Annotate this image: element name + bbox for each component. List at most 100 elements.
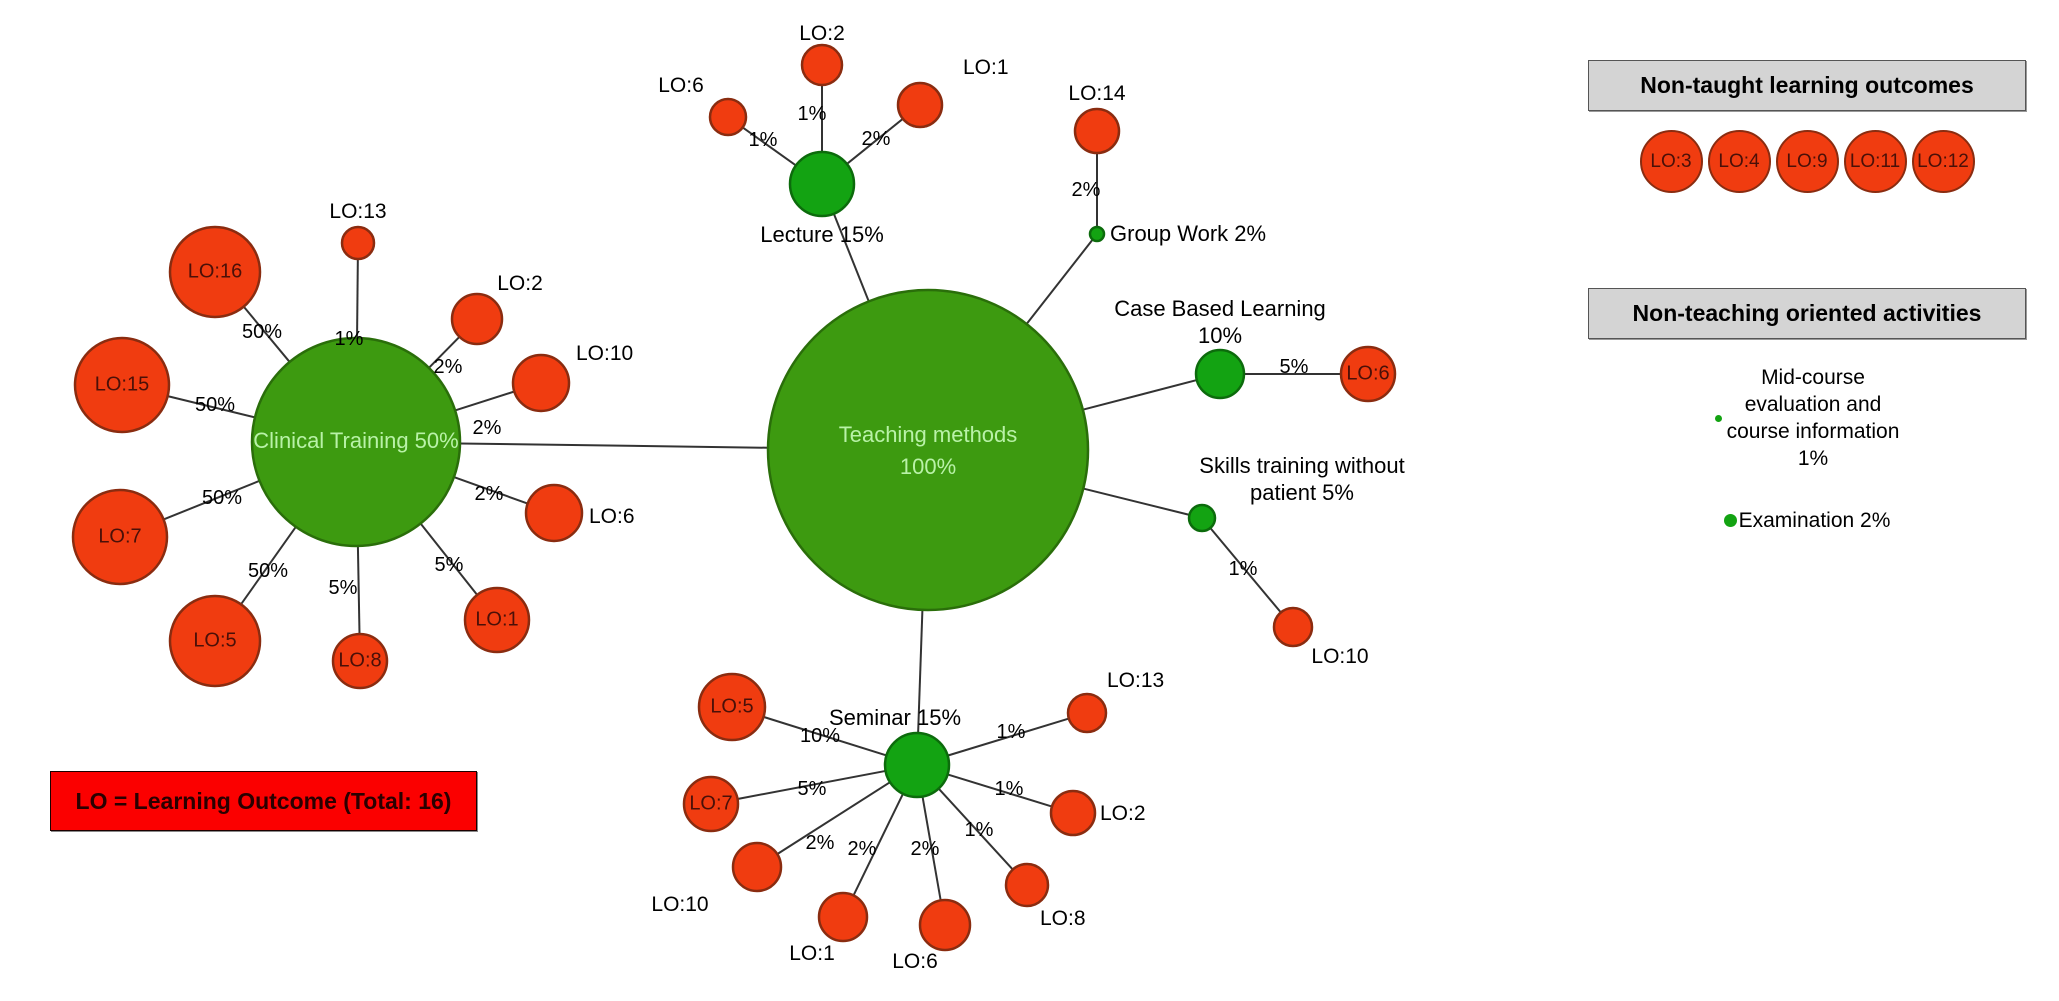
outcome-node-lo-16[interactable] <box>168 225 262 319</box>
root-node-label: Teaching methods <box>839 422 1018 447</box>
outcome-label: LO:13 <box>1107 669 1164 692</box>
non-taught-panel-header: Non-taught learning outcomes <box>1588 60 2026 111</box>
outcome-label: LO:5 <box>710 695 753 717</box>
edge-seminar-to-outcome-20 <box>776 781 891 855</box>
edge-clinical-to-outcome-0 <box>242 305 291 363</box>
outcome-node-lo-7[interactable] <box>682 775 740 833</box>
edge-weight-label: 1% <box>749 129 778 151</box>
outcome-node-lo-15[interactable] <box>73 336 171 434</box>
edge-weight-label: 50% <box>248 560 288 582</box>
edge-root-to-skills <box>1083 487 1190 516</box>
edge-seminar-to-outcome-22 <box>852 793 904 896</box>
activity-mid-course-label: Mid-course evaluation and course informa… <box>1727 365 1900 473</box>
outcome-node-lo-1[interactable] <box>463 586 531 654</box>
method-label2-skills: patient 5% <box>1250 480 1354 505</box>
outcome-label: LO:14 <box>1068 82 1126 105</box>
edge-weight-label: 2% <box>475 483 504 505</box>
edge-seminar-to-outcome-18 <box>737 769 886 800</box>
edge-weight-label: 2% <box>848 838 877 860</box>
outcome-label: LO:2 <box>799 22 845 45</box>
edge-seminar-to-outcome-17 <box>947 717 1070 757</box>
edge-weight-label: 50% <box>195 394 235 416</box>
method-node-casebased[interactable] <box>1194 348 1246 400</box>
method-node-groupwork[interactable] <box>1088 225 1106 243</box>
legend-lo-circle: LO:9 <box>1775 130 1839 193</box>
non-taught-lo-row: LO:3 LO:4 LO:9 LO:11 LO:12 <box>1588 130 2026 193</box>
edge-seminar-to-outcome-19 <box>947 773 1053 808</box>
outcome-label: LO:8 <box>1040 907 1086 930</box>
method-node-seminar[interactable] <box>883 731 951 799</box>
outcome-label: LO:2 <box>497 272 543 295</box>
outcome-node-lo-13[interactable] <box>340 225 376 261</box>
outcome-label: LO:6 <box>658 74 704 97</box>
edge-root-to-casebased <box>1082 379 1198 411</box>
outcome-node-lo-1[interactable] <box>896 81 944 129</box>
outcome-label: LO:6 <box>589 505 635 528</box>
green-dot-icon <box>1723 514 1737 527</box>
edge-weight-label: 5% <box>1280 356 1309 378</box>
edge-weight-label: 2% <box>806 832 835 854</box>
outcome-node-lo-10[interactable] <box>511 353 571 413</box>
outcome-node-lo-5[interactable] <box>697 672 767 742</box>
method-label2-casebased: 10% <box>1198 323 1242 348</box>
method-label-lecture: Lecture 15% <box>760 222 884 247</box>
edge-weight-label: 2% <box>911 838 940 860</box>
edge-weight-label: 1% <box>995 778 1024 800</box>
edge-seminar-to-outcome-23 <box>921 796 942 901</box>
activity-examination: Examination 2% <box>1588 509 2026 533</box>
edge-weight-label: 2% <box>862 128 891 150</box>
edge-clinical-to-outcome-2 <box>428 336 461 369</box>
edge-weight-label: 10% <box>800 725 840 747</box>
edge-clinical-to-outcome-6 <box>163 479 260 521</box>
outcome-node-lo-7[interactable] <box>71 488 169 586</box>
method-node-lecture[interactable] <box>788 150 856 218</box>
outcome-label: LO:5 <box>193 629 236 651</box>
outcome-label: LO:1 <box>475 608 518 630</box>
edge-lecture-to-outcome-10 <box>742 126 797 167</box>
outcome-label: LO:7 <box>689 792 732 814</box>
edge-weight-label: 1% <box>997 721 1026 743</box>
outcome-node-lo-6[interactable] <box>524 483 584 543</box>
edge-weight-label: 2% <box>473 417 502 439</box>
method-node-clinical[interactable] <box>250 336 462 548</box>
edge-weight-label: 1% <box>335 328 364 350</box>
edge-clinical-to-outcome-5 <box>453 476 528 505</box>
outcome-node-lo-13[interactable] <box>1066 692 1108 734</box>
outcome-node-lo-2[interactable] <box>1049 789 1097 837</box>
root-node-teaching-methods <box>766 288 1090 612</box>
outcome-label: LO:1 <box>963 56 1009 79</box>
outcome-node-lo-14[interactable] <box>1073 107 1121 155</box>
outcome-node-lo-1[interactable] <box>817 891 869 943</box>
outcome-node-lo-2[interactable] <box>450 292 504 346</box>
outcome-label: LO:6 <box>1346 362 1389 384</box>
legend-lo-circle: LO:3 <box>1639 130 1703 193</box>
edge-weight-label: 1% <box>965 819 994 841</box>
edge-weight-label: 2% <box>434 356 463 378</box>
edge-weight-label: 1% <box>1229 558 1258 580</box>
outcome-label: LO:10 <box>1311 645 1368 668</box>
outcome-node-lo-8[interactable] <box>331 632 389 690</box>
edge-weight-label: 2% <box>1072 179 1101 201</box>
outcome-node-lo-6[interactable] <box>918 898 972 952</box>
outcome-node-lo-10[interactable] <box>1272 606 1314 648</box>
method-label-seminar: Seminar 15% <box>829 705 961 730</box>
outcome-label: LO:10 <box>651 893 708 916</box>
outcome-node-lo-5[interactable] <box>168 594 262 688</box>
edge-weight-label: 1% <box>798 103 827 125</box>
edge-seminar-to-outcome-16 <box>763 715 887 757</box>
outcome-node-lo-2[interactable] <box>800 43 844 87</box>
outcome-node-lo-8[interactable] <box>1004 862 1050 908</box>
outcome-node-lo-6[interactable] <box>1339 345 1397 403</box>
lo-key-box: LO = Learning Outcome (Total: 16) <box>50 771 477 831</box>
activity-line-4: 1% <box>1797 446 1829 470</box>
root-node-value: 100% <box>900 454 956 479</box>
outcome-node-lo-6[interactable] <box>708 97 748 137</box>
method-node-skills[interactable] <box>1187 503 1217 533</box>
outcome-label: LO:8 <box>338 649 381 671</box>
edge-clinical-to-outcome-7 <box>419 522 478 596</box>
labels-layer: Teaching methods 100% Clinical Training 50… <box>95 22 1405 973</box>
method-label-clinical: Clinical Training 50% <box>253 428 458 453</box>
outcome-node-lo-10[interactable] <box>731 841 783 893</box>
